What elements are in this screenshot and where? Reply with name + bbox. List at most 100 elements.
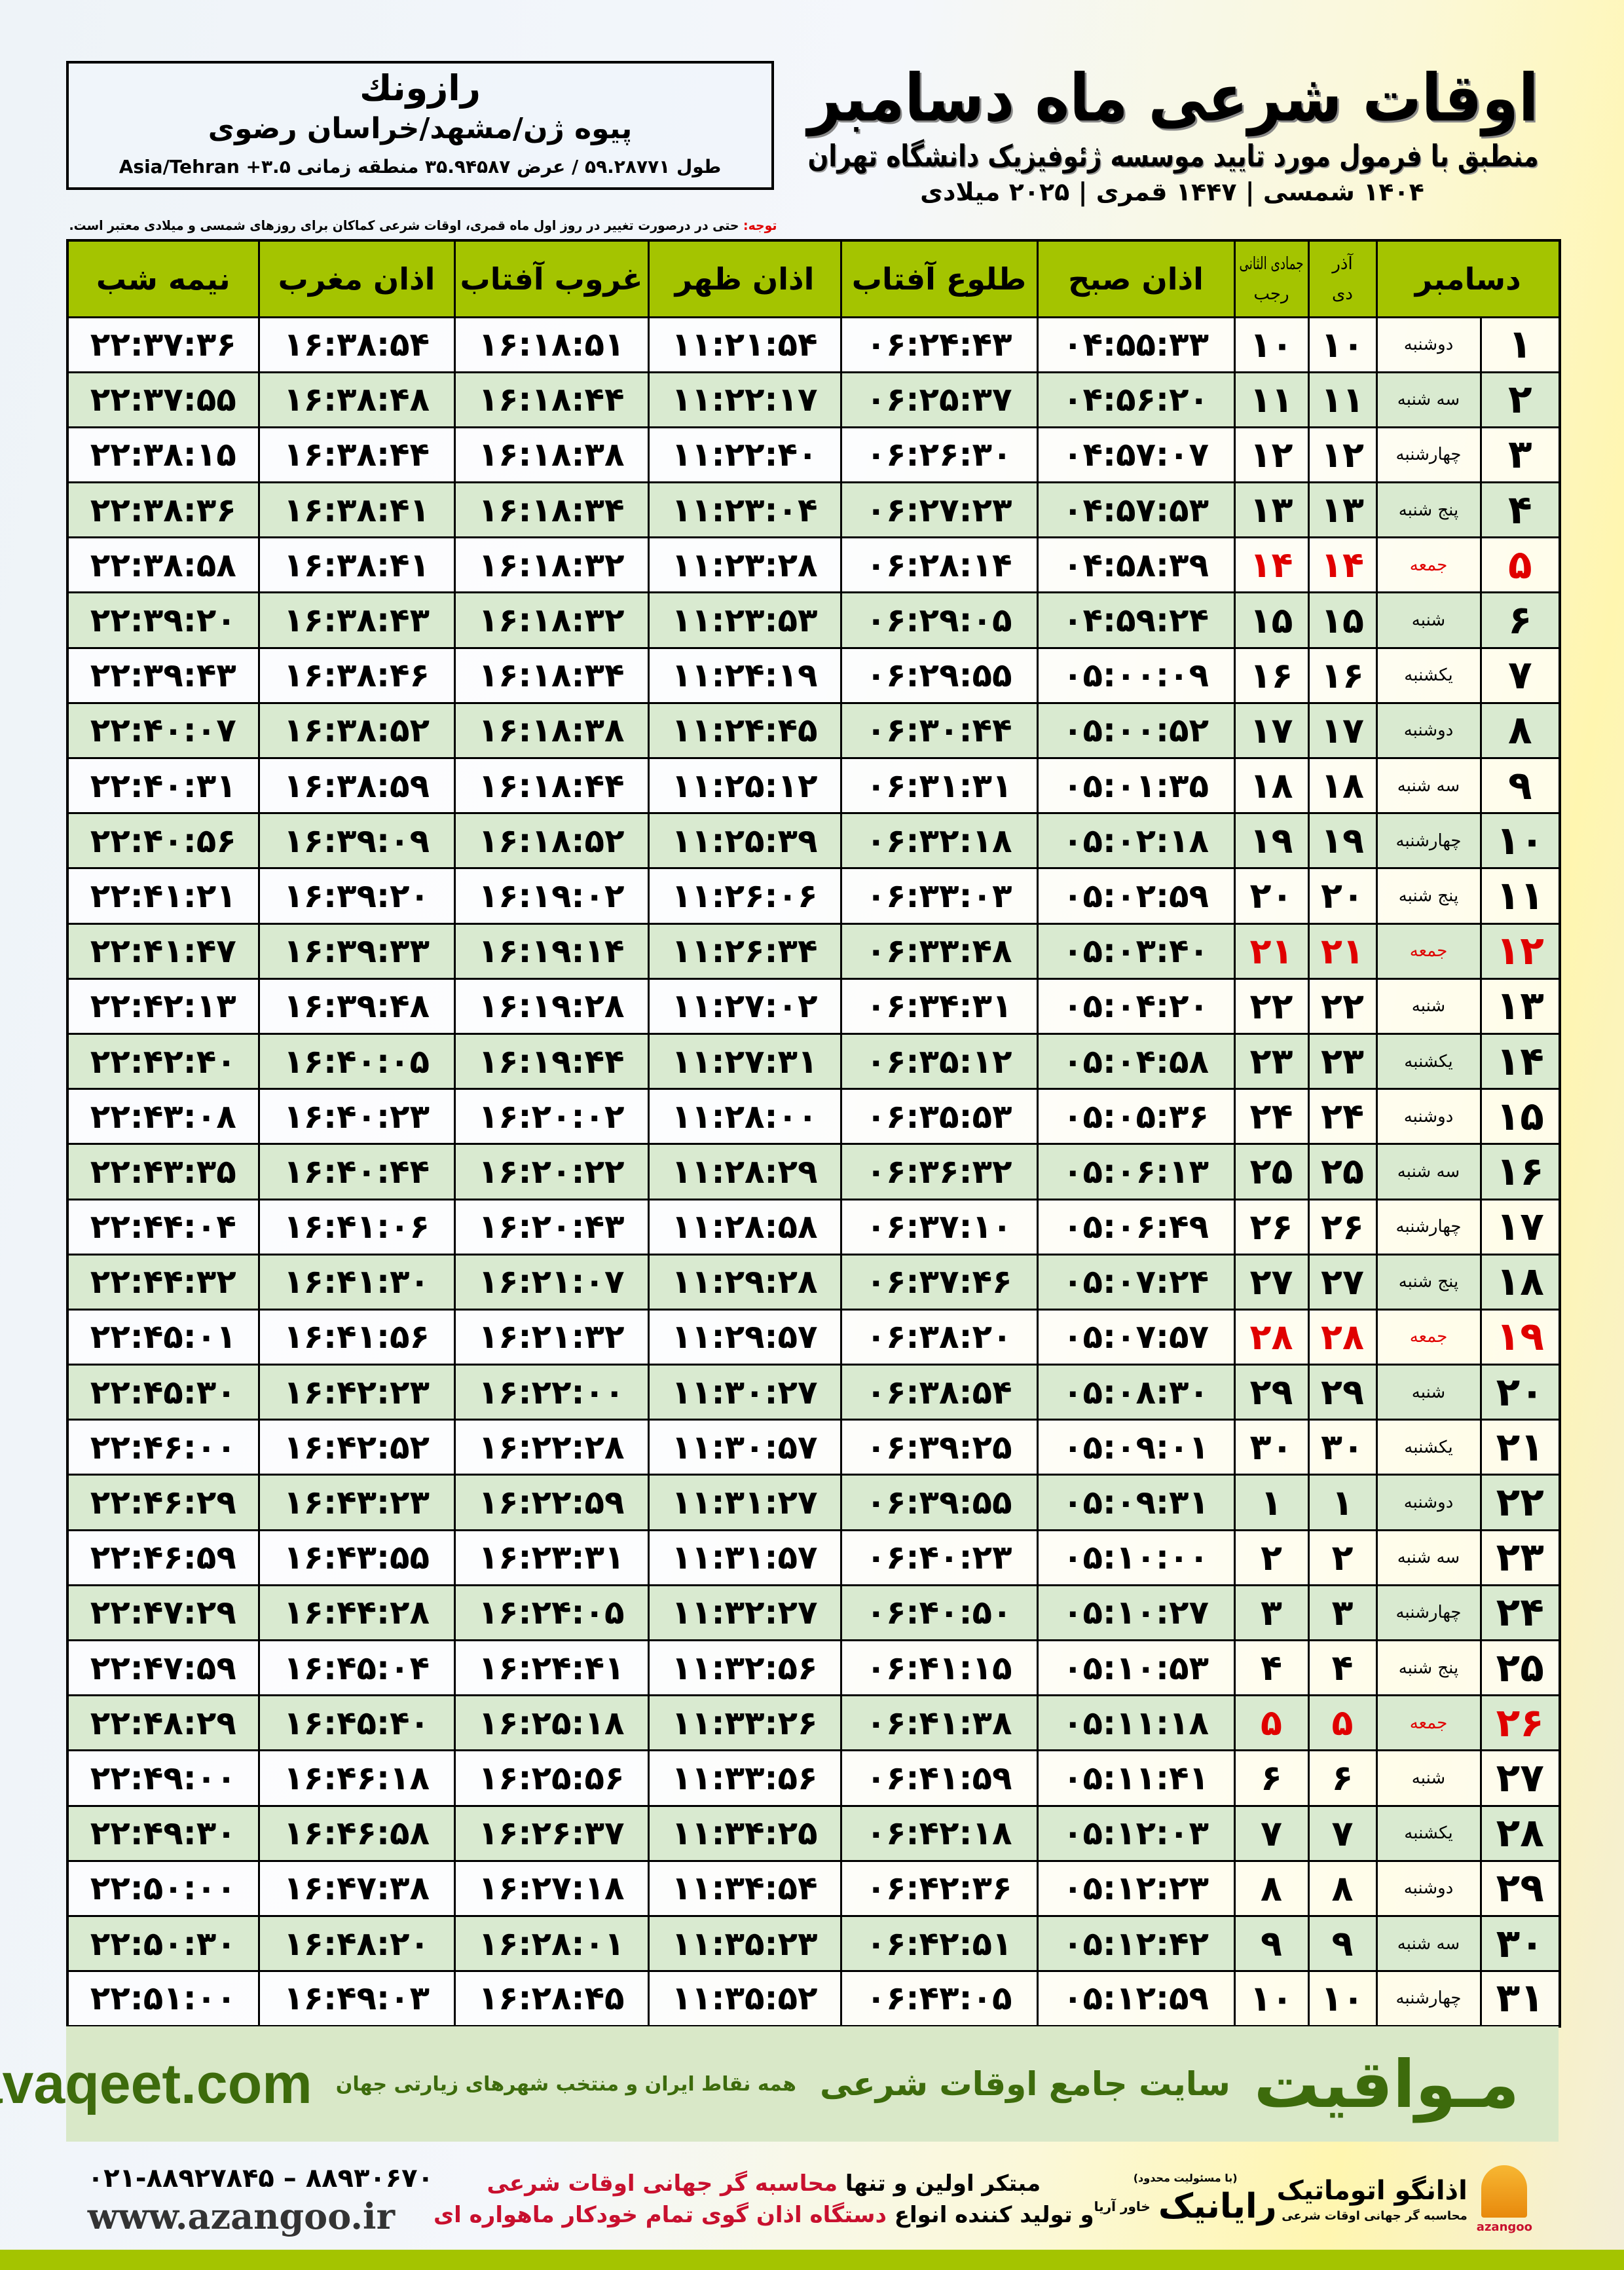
time-zohr-cell: ۱۱:۳۵:۵۲ [647, 1970, 842, 2028]
time-tolu-cell: ۰۶:۴۰:۵۰ [840, 1584, 1039, 1642]
col-zohr-label: اذان ظهر [674, 261, 815, 297]
qamari-day: ۱۲ [1249, 434, 1293, 475]
location-name-box: رازونك [82, 66, 758, 111]
time-tolu: ۰۶:۳۳:۰۳ [866, 876, 1012, 915]
time-sobh-cell: ۰۵:۱۲:۵۹ [1036, 1970, 1236, 2028]
weekday-cell: پنج شنبه [1375, 1639, 1482, 1697]
time-sobh-cell: ۰۵:۰۲:۵۹ [1036, 867, 1236, 925]
col-nimeshab: نیمه شب [66, 240, 259, 317]
time-maghreb-cell: ۱۶:۳۸:۴۶ [257, 646, 456, 704]
time-sobh-cell: ۰۵:۰۴:۵۸ [1036, 1032, 1236, 1090]
azangoo-dome-icon [1481, 2165, 1528, 2218]
time-nimeshab-cell: ۲۲:۳۷:۳۶ [66, 316, 260, 373]
time-sobh-cell: ۰۵:۱۲:۴۲ [1036, 1914, 1236, 1973]
qamari-day-cell: ۱۲ [1233, 426, 1310, 484]
time-nimeshab: ۲۲:۴۱:۴۷ [90, 932, 236, 971]
weekday: شنبه [1411, 610, 1446, 631]
footer-website[interactable]: www.azangoo.ir [87, 2195, 396, 2237]
day-number: ۱۲ [1496, 928, 1544, 975]
table-row: ۲۷ شنبه ۶ ۶ ۰۵:۱۱:۴۱ ۰۶:۴۱:۵۹ ۱۱:۳۳:۵۶ ۱۶:۲۵:۵۶… [66, 1749, 1561, 1807]
qamari-day: ۱۵ [1249, 599, 1293, 641]
time-tolu: ۰۶:۳۲:۱۸ [866, 821, 1012, 860]
day-number-cell: ۶ [1479, 591, 1561, 649]
qamari-day-cell: ۳۰ [1233, 1419, 1310, 1476]
time-nimeshab: ۲۲:۴۲:۱۳ [90, 987, 236, 1026]
time-ghorub: ۱۶:۲۷:۱۸ [478, 1869, 625, 1908]
shamsi-day-cell: ۳۰ [1307, 1419, 1378, 1476]
day-number-cell: ۲۶ [1479, 1694, 1561, 1752]
qamari-day: ۲۵ [1249, 1151, 1293, 1193]
time-tolu-cell: ۰۶:۳۶:۳۲ [840, 1143, 1039, 1200]
time-nimeshab-cell: ۲۲:۴۰:۳۱ [66, 756, 260, 815]
time-maghreb: ۱۶:۳۸:۴۴ [283, 436, 430, 474]
time-maghreb-cell: ۱۶:۴۱:۵۶ [257, 1308, 456, 1366]
weekday: دوشنبه [1403, 1106, 1454, 1126]
shamsi-day: ۱۰ [1321, 1977, 1364, 2019]
time-maghreb: ۱۶:۴۶:۱۸ [283, 1758, 430, 1797]
time-nimeshab-cell: ۲۲:۳۷:۵۵ [66, 371, 260, 428]
shamsi-day: ۱ [1331, 1481, 1354, 1523]
weekday: جمعه [1409, 941, 1448, 961]
time-zohr: ۱۱:۳۲:۵۶ [671, 1648, 818, 1687]
time-zohr: ۱۱:۲۳:۵۳ [671, 601, 818, 640]
time-zohr: ۱۱:۲۸:۲۹ [671, 1152, 818, 1191]
day-number: ۱۹ [1496, 1314, 1544, 1360]
time-sobh: ۰۵:۱۱:۱۸ [1062, 1703, 1209, 1742]
shamsi-day: ۲۸ [1321, 1316, 1364, 1358]
time-maghreb: ۱۶:۴۵:۴۰ [283, 1703, 430, 1742]
shamsi-day: ۱۵ [1321, 599, 1364, 641]
azangoo-block: azangoo اذانگو اتوماتیک محاسبه گر جهانی … [1277, 2165, 1532, 2234]
table-row: ۲۰ شنبه ۲۹ ۲۹ ۰۵:۰۸:۳۰ ۰۶:۳۸:۵۴ ۱۱:۳۰:۲۷ ۱۶:۲۲:… [66, 1364, 1561, 1421]
time-nimeshab: ۲۲:۳۹:۴۳ [90, 656, 236, 695]
time-maghreb: ۱۶:۳۹:۰۹ [283, 821, 430, 860]
day-number-cell: ۱۱ [1479, 867, 1561, 925]
time-nimeshab-cell: ۲۲:۴۹:۳۰ [66, 1804, 260, 1862]
day-number: ۱۷ [1496, 1204, 1544, 1250]
time-ghorub: ۱۶:۱۸:۳۲ [478, 601, 625, 640]
shamsi-day-cell: ۵ [1307, 1694, 1378, 1752]
time-zohr: ۱۱:۲۲:۱۷ [671, 381, 818, 419]
time-zohr-cell: ۱۱:۲۶:۳۴ [647, 922, 842, 980]
col-sobh: اذان صبح [1036, 240, 1234, 317]
day-number: ۱۱ [1496, 872, 1544, 919]
time-ghorub: ۱۶:۱۹:۱۴ [478, 932, 625, 971]
time-maghreb-cell: ۱۶:۴۰:۲۳ [257, 1088, 456, 1145]
weekday: دوشنبه [1403, 1493, 1454, 1513]
qamari-day-cell: ۲۵ [1233, 1143, 1310, 1200]
time-zohr: ۱۱:۲۵:۱۲ [671, 766, 818, 805]
day-number: ۲۳ [1496, 1535, 1544, 1581]
shamsi-day-cell: ۱۶ [1307, 646, 1378, 704]
time-nimeshab-cell: ۲۲:۴۳:۳۵ [66, 1143, 260, 1200]
time-tolu: ۰۶:۳۱:۳۱ [866, 766, 1012, 805]
qamari-day-cell: ۳ [1233, 1584, 1310, 1642]
time-nimeshab-cell: ۲۲:۳۸:۳۶ [66, 481, 260, 539]
qamari-day: ۳ [1261, 1591, 1282, 1633]
time-tolu: ۰۶:۳۵:۵۳ [866, 1097, 1012, 1136]
time-tolu-cell: ۰۶:۳۸:۲۰ [840, 1308, 1039, 1366]
time-nimeshab-cell: ۲۲:۴۱:۴۷ [66, 922, 260, 980]
shamsi-day-cell: ۴ [1307, 1639, 1378, 1697]
day-number: ۲ [1507, 377, 1532, 423]
time-tolu: ۰۶:۲۴:۴۳ [866, 326, 1012, 364]
banner-url[interactable]: mavaqeet.com [0, 2052, 312, 2115]
day-number: ۴ [1507, 487, 1532, 533]
time-zohr-cell: ۱۱:۲۳:۲۸ [647, 536, 842, 594]
time-ghorub: ۱۶:۱۹:۰۲ [478, 876, 625, 915]
day-number: ۲۹ [1496, 1865, 1544, 1912]
time-maghreb: ۱۶:۴۳:۵۵ [283, 1538, 430, 1577]
col-tolu-label: طلوع آفتاب [851, 261, 1027, 297]
time-sobh-cell: ۰۵:۰۶:۱۳ [1036, 1143, 1236, 1200]
table-row: ۹ سه شنبه ۱۸ ۱۸ ۰۵:۰۱:۳۵ ۰۶:۳۱:۳۱ ۱۱:۲۵:۱۲ ۱۶:۱… [66, 756, 1561, 815]
day-number-cell: ۸ [1479, 701, 1561, 760]
shamsi-day: ۴ [1331, 1647, 1354, 1689]
table-row: ۵ جمعه ۱۴ ۱۴ ۰۴:۵۸:۳۹ ۰۶:۲۸:۱۴ ۱۱:۲۳:۲۸ ۱۶:۱۸:۳… [66, 536, 1561, 594]
time-sobh: ۰۵:۱۲:۵۹ [1062, 1979, 1209, 2018]
page-title: اوقات شرعی ماه دسامبر [807, 60, 1539, 136]
weekday-cell: جمعه [1375, 922, 1482, 980]
time-tolu: ۰۶:۲۵:۳۷ [866, 381, 1012, 419]
time-zohr-cell: ۱۱:۳۲:۲۷ [647, 1584, 842, 1642]
time-sobh: ۰۵:۰۷:۲۴ [1062, 1263, 1209, 1301]
time-zohr-cell: ۱۱:۲۲:۴۰ [647, 426, 842, 484]
day-number-cell: ۲۹ [1479, 1859, 1561, 1917]
shamsi-day: ۷ [1331, 1812, 1354, 1854]
